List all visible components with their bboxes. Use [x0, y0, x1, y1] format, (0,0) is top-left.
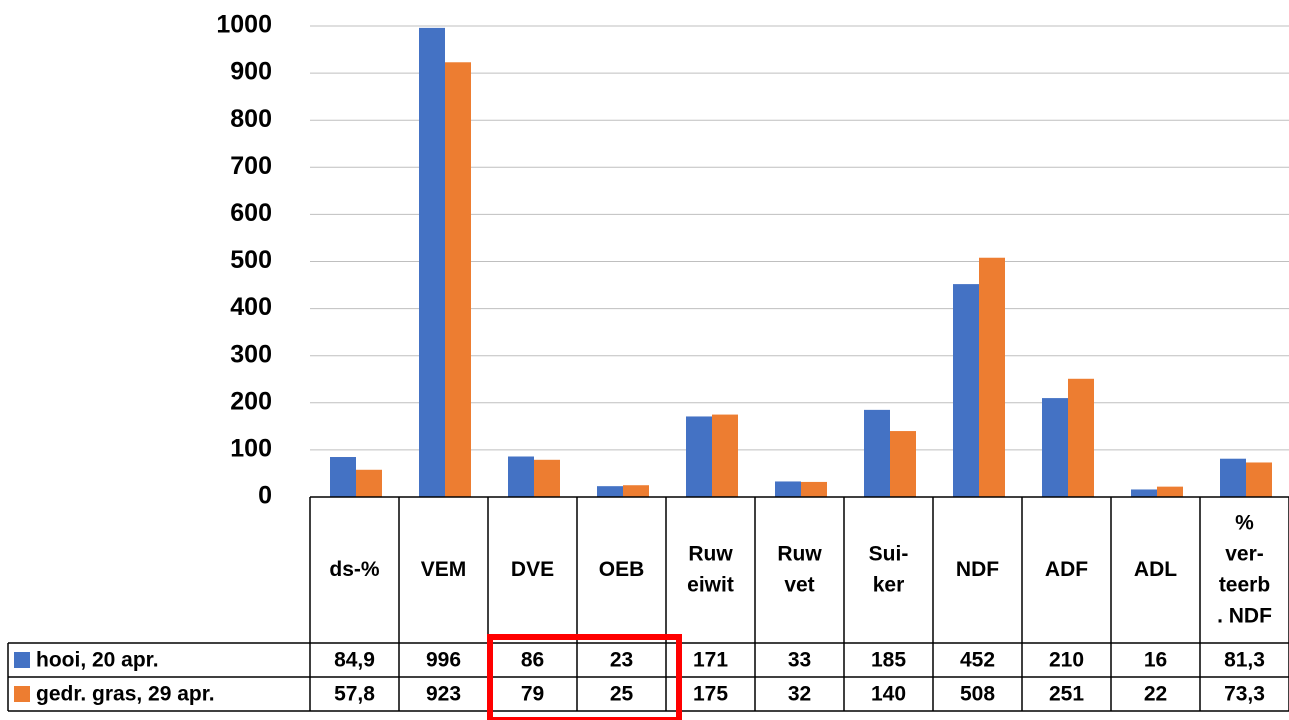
table-value: 175 — [693, 683, 728, 706]
table-value: 25 — [610, 683, 634, 706]
table-value: 57,8 — [334, 683, 375, 706]
bar — [1220, 458, 1246, 497]
bar — [801, 481, 827, 497]
bar — [1157, 486, 1183, 497]
category-label: ADL — [1134, 558, 1177, 581]
category-label: Ruw vet — [777, 542, 822, 596]
category-label: VEM — [421, 558, 467, 581]
category-label: % ver-teerb. NDF — [1217, 511, 1272, 627]
bar — [775, 481, 801, 497]
y-tick-label: 100 — [230, 435, 272, 463]
bar — [864, 409, 890, 497]
bar — [356, 469, 382, 497]
table-value: 23 — [610, 649, 633, 672]
bar — [890, 431, 916, 497]
table-value: 185 — [871, 649, 906, 672]
category-label: Ruw eiwit — [687, 542, 734, 596]
y-tick-label: 200 — [230, 387, 272, 415]
bar — [979, 257, 1005, 497]
legend-swatch — [14, 652, 30, 668]
category-label: DVE — [511, 558, 554, 581]
y-tick-label: 1000 — [216, 11, 272, 39]
legend-label: hooi, 20 apr. — [36, 649, 159, 672]
table-value: 923 — [426, 683, 461, 706]
bar — [445, 62, 471, 497]
table-value: 73,3 — [1224, 683, 1265, 706]
table-value: 81,3 — [1224, 649, 1265, 672]
y-tick-label: 900 — [230, 58, 272, 86]
table-value: 79 — [521, 683, 544, 706]
category-label: Sui-ker — [869, 542, 909, 596]
bar — [419, 27, 445, 497]
table-value: 32 — [788, 683, 811, 706]
category-label: ds-% — [329, 558, 380, 581]
bar — [1246, 462, 1272, 497]
y-tick-label: 700 — [230, 152, 272, 180]
y-tick-label: 500 — [230, 246, 272, 274]
y-tick-label: 0 — [258, 482, 272, 510]
table-value: 251 — [1049, 683, 1084, 706]
highlight-box — [487, 634, 682, 720]
bar — [330, 457, 356, 497]
category-label: NDF — [956, 558, 999, 581]
legend-label: gedr. gras, 29 apr. — [36, 683, 215, 706]
legend-swatch — [14, 686, 30, 702]
table-value: 22 — [1144, 683, 1167, 706]
table-value: 210 — [1049, 649, 1084, 672]
table-value: 86 — [521, 649, 544, 672]
y-tick-label: 400 — [230, 293, 272, 321]
bar — [1131, 489, 1157, 497]
category-label: OEB — [599, 558, 645, 581]
bar — [623, 485, 649, 497]
bar — [597, 486, 623, 497]
bar — [953, 284, 979, 497]
y-tick-label: 300 — [230, 340, 272, 368]
table-value: 140 — [871, 683, 906, 706]
table-value: 452 — [960, 649, 995, 672]
bar — [1042, 398, 1068, 497]
table-value: 171 — [693, 649, 728, 672]
y-tick-label: 600 — [230, 199, 272, 227]
y-tick-label: 800 — [230, 105, 272, 133]
bar — [534, 459, 560, 497]
category-label: ADF — [1045, 558, 1088, 581]
bar — [686, 416, 712, 497]
table-value: 16 — [1144, 649, 1167, 672]
table-value: 996 — [426, 649, 461, 672]
bar — [1068, 378, 1094, 497]
bar — [508, 456, 534, 497]
table-value: 33 — [788, 649, 811, 672]
bar — [712, 414, 738, 497]
table-value: 84,9 — [334, 649, 375, 672]
table-value: 508 — [960, 683, 995, 706]
